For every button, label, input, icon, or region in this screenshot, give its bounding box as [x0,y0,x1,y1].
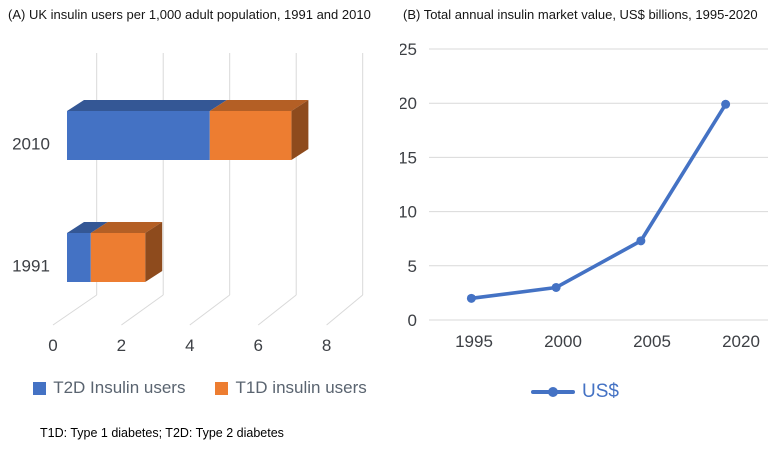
bar-2010-t1d-top-face [209,100,309,111]
y-axis-label-2010: 2010 [12,135,50,154]
x-tick-label-1995: 1995 [455,332,493,351]
data-point-2020 [721,99,731,109]
bar-1991-t2d-top-face [67,222,108,233]
y-axis-label-1991: 1991 [12,257,50,276]
data-point-1995 [466,293,476,303]
legend-label-usd: US$ [582,381,619,402]
y-tick-label-25: 25 [400,40,417,59]
legend-item-t2d: T2D Insulin users [33,378,185,398]
y-tick-label-20: 20 [400,94,417,113]
legend-item-usd: US$ [531,381,619,403]
gridline-floor-x-8 [326,294,364,326]
bar-2010-t2d-top-face [67,100,227,111]
us-dollar-series-line [469,102,728,301]
y-tick-label-10: 10 [400,203,417,222]
line-chart-canvas: 0 5 10 15 20 25 1995 2000 2005 2020 [400,40,768,351]
bar-2010-t1d-side-face [291,100,309,160]
x-tick-label-2000: 2000 [544,332,582,351]
chart-b-title: (B) Total annual insulin market value, U… [403,7,758,22]
x-tick-label-8: 8 [322,336,331,355]
gridline-floor-x-2 [121,294,164,326]
footnote: T1D: Type 1 diabetes; T2D: Type 2 diabet… [40,426,284,440]
data-point-2005 [636,236,646,246]
legend-item-t1d: T1D insulin users [215,378,367,398]
y-tick-label-15: 15 [400,148,417,167]
bar-1991-t2d-segment [67,233,91,282]
bar-1991-t1d-top-face [90,222,163,233]
bar-chart-canvas: 2010 1991 0 2 4 6 8 [12,53,364,355]
bar-1991-t1d-segment [90,233,146,282]
y-tick-label-5: 5 [408,257,417,276]
x-tick-label-2020: 2020 [722,332,760,351]
gridline-floor-x-4 [189,294,231,326]
t2d-color-swatch [33,381,47,395]
x-tick-label-4: 4 [185,336,194,355]
bar-1991-t1d-side-face [145,222,163,282]
y-tick-label-0: 0 [408,311,417,330]
data-point-2000 [551,282,561,292]
legend-label-t1d: T1D insulin users [235,378,367,397]
legend-label-t2d: T2D Insulin users [53,378,186,397]
chart-a-legend: T2D Insulin users T1D insulin users [0,378,400,398]
bar-2010-t2d-segment [67,111,210,160]
x-tick-label-2: 2 [117,336,126,355]
x-tick-label-0: 0 [48,336,57,355]
chart-a-title: (A) UK insulin users per 1,000 adult pop… [8,7,371,22]
x-tick-label-2005: 2005 [633,332,671,351]
line-marker-swatch [531,387,576,397]
t1d-color-swatch [215,381,229,395]
chart-b-legend: US$ [400,381,750,403]
bar-2010-t1d-segment [209,111,292,160]
line-marker-dot-icon [548,387,559,397]
gridline-floor-x-6 [257,294,297,326]
x-tick-label-6: 6 [253,336,262,355]
gridline-floor-x-0 [52,294,97,326]
